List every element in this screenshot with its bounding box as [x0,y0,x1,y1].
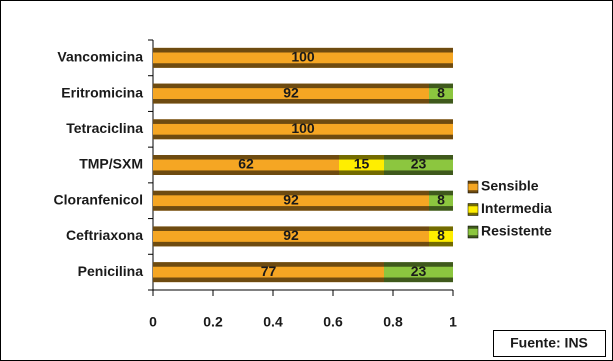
data-label: 100 [291,49,315,65]
bar-shade [384,155,453,175]
data-label: 8 [437,191,445,207]
x-tick-label: 0.8 [383,314,403,330]
legend-label: Sensible [481,178,539,194]
source: Fuente: INS [510,335,588,351]
data-label: 23 [411,156,427,172]
bar-shade [153,226,429,247]
data-label: 62 [238,156,254,172]
y-tick-label: Eritromicina [61,84,143,100]
data-label: 8 [437,84,445,100]
data-label: 92 [283,191,299,207]
x-tick-label: 0.4 [263,314,283,330]
data-label: 77 [261,263,277,279]
data-label: 23 [411,263,427,279]
source-box [493,330,606,357]
y-tick-label: Vancomicina [57,49,143,65]
y-tick-label: Ceftriaxona [66,227,143,243]
bar-shade [153,119,453,140]
data-label: 92 [283,84,299,100]
bar-shade [153,47,453,68]
data-label: 8 [437,227,445,243]
y-tick-label: Tetraciclina [66,120,143,136]
bar-shade [153,83,429,104]
bar-shade [339,155,384,175]
data-label: 100 [291,120,315,136]
bar-shade [153,262,384,283]
x-tick-label: 0.6 [323,314,343,330]
legend-shade [468,226,478,238]
x-tick-label: 0.2 [203,314,223,330]
bar-shade [153,190,429,211]
y-tick-label: Cloranfenicol [54,191,143,207]
data-label: 15 [354,156,370,172]
bar-shade [429,226,453,247]
legend-shade [468,203,478,216]
bar-shade [153,155,339,175]
legend-shade [468,181,478,193]
legend-label: Intermedia [481,200,552,216]
bar-shade [429,190,453,211]
y-tick-label: TMP/SXM [79,156,143,172]
legend-label: Resistente [481,223,552,239]
bar-shade [384,262,453,283]
x-tick-label: 0 [149,314,157,330]
y-tick-label: Penicilina [78,263,144,279]
x-tick-label: 1 [449,314,457,330]
bar-shade [429,83,453,104]
data-label: 92 [283,227,299,243]
